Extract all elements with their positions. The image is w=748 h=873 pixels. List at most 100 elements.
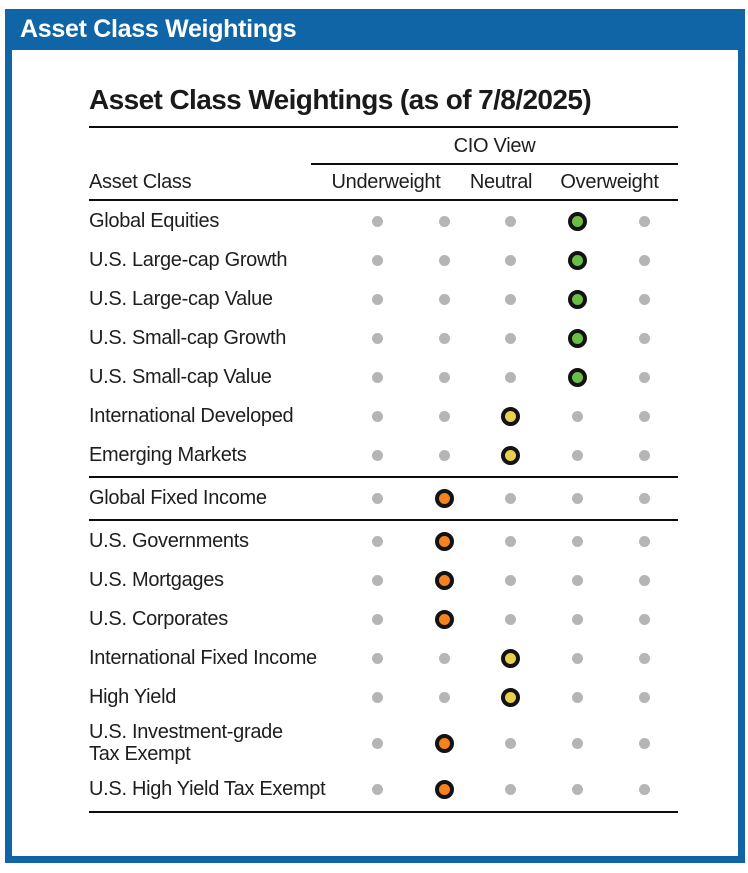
yellow-view-dot xyxy=(501,649,521,668)
table-row: U.S. Governments xyxy=(89,522,678,561)
inactive-dot xyxy=(371,450,383,461)
inactive-dot xyxy=(371,614,383,625)
scale-cell xyxy=(544,737,611,749)
inactive-dot xyxy=(572,411,584,422)
inactive-dot xyxy=(572,737,584,749)
scale-cell xyxy=(611,493,678,504)
inactive-dot xyxy=(572,653,584,664)
scale-cell xyxy=(611,575,678,586)
cio-view-scale xyxy=(344,610,678,629)
table-row: U.S. Investment-grade Tax Exempt xyxy=(89,717,678,770)
scale-cell xyxy=(544,212,611,231)
scale-cell xyxy=(544,251,611,270)
section-header-title: Asset Class Weightings xyxy=(20,15,297,43)
inactive-dot xyxy=(639,737,651,749)
inactive-dot xyxy=(505,783,517,795)
inactive-dot xyxy=(505,372,517,383)
scale-cell xyxy=(411,216,478,227)
table-row: U.S. Small-cap Growth xyxy=(89,319,678,358)
asset-class-label: U.S. Corporates xyxy=(89,608,228,631)
green-view-dot xyxy=(568,251,588,270)
inactive-dot xyxy=(639,614,651,625)
green-view-dot xyxy=(568,212,588,231)
scale-cell xyxy=(611,692,678,703)
asset-class-label: U.S. Mortgages xyxy=(89,569,224,592)
inactive-dot xyxy=(505,536,517,547)
inactive-dot xyxy=(438,216,450,227)
table-row: U.S. Large-cap Growth xyxy=(89,241,678,280)
inactive-dot xyxy=(371,737,383,749)
column-header-row: Asset Class Underweight Neutral Overweig… xyxy=(89,165,678,201)
table-row: Global Fixed Income xyxy=(89,479,678,518)
cio-view-header-row: CIO View xyxy=(89,126,678,165)
inactive-dot xyxy=(438,411,450,422)
yellow-view-dot xyxy=(501,688,521,707)
cio-view-scale xyxy=(344,251,678,270)
inactive-dot xyxy=(438,653,450,664)
inactive-dot xyxy=(505,575,517,586)
scale-cell xyxy=(611,216,678,227)
scale-cell xyxy=(344,653,411,664)
scale-cell xyxy=(411,489,478,508)
inactive-dot xyxy=(572,536,584,547)
inactive-dot xyxy=(505,333,517,344)
scale-cell xyxy=(344,411,411,422)
scale-cell xyxy=(344,737,411,749)
scale-cell xyxy=(411,372,478,383)
asset-class-label: Global Equities xyxy=(89,210,220,233)
scale-cell xyxy=(411,571,478,590)
inactive-dot xyxy=(639,372,651,383)
scale-cell xyxy=(478,737,545,749)
scale-cell xyxy=(344,255,411,266)
table-row: U.S. Mortgages xyxy=(89,561,678,600)
inactive-dot xyxy=(572,493,584,504)
scale-cell xyxy=(544,450,611,461)
inactive-dot xyxy=(639,333,651,344)
scale-cell xyxy=(344,333,411,344)
cio-view-scale xyxy=(344,779,678,799)
scale-cell xyxy=(611,372,678,383)
inactive-dot xyxy=(438,692,450,703)
scale-cell xyxy=(478,255,545,266)
table-row: International Fixed Income xyxy=(89,639,678,678)
scale-cell xyxy=(411,411,478,422)
asset-class-weightings-panel: Asset Class Weightings Asset Class Weigh… xyxy=(5,9,745,863)
scale-cell xyxy=(411,779,478,799)
scale-cell xyxy=(478,216,545,227)
scale-cell xyxy=(478,446,545,465)
orange-view-dot xyxy=(434,733,454,753)
inactive-dot xyxy=(639,216,651,227)
inactive-dot xyxy=(505,493,517,504)
scale-cell xyxy=(411,692,478,703)
inactive-dot xyxy=(639,692,651,703)
inactive-dot xyxy=(639,450,651,461)
scale-cell xyxy=(411,653,478,664)
inactive-dot xyxy=(505,737,517,749)
inactive-dot xyxy=(505,614,517,625)
table-row: International Developed xyxy=(89,397,678,436)
green-view-dot xyxy=(568,368,588,387)
inactive-dot xyxy=(639,653,651,664)
cio-view-scale xyxy=(344,407,678,426)
scale-cell xyxy=(544,329,611,348)
scale-cell xyxy=(344,372,411,383)
scale-cell xyxy=(478,294,545,305)
asset-class-label: Emerging Markets xyxy=(89,444,247,467)
inactive-dot xyxy=(371,493,383,504)
scale-cell xyxy=(344,536,411,547)
orange-view-dot xyxy=(434,489,454,508)
inactive-dot xyxy=(639,255,651,266)
inactive-dot xyxy=(371,575,383,586)
inactive-dot xyxy=(371,255,383,266)
table-row: Emerging Markets xyxy=(89,436,678,475)
scale-cell xyxy=(544,368,611,387)
scale-cell xyxy=(411,255,478,266)
inactive-dot xyxy=(572,614,584,625)
asset-class-label: U.S. Large-cap Value xyxy=(89,288,273,311)
scale-cell xyxy=(611,737,678,749)
orange-view-dot xyxy=(434,610,454,629)
orange-view-dot xyxy=(434,571,454,590)
scale-cell xyxy=(611,450,678,461)
asset-class-label: U.S. Governments xyxy=(89,530,249,553)
scale-cell xyxy=(544,653,611,664)
